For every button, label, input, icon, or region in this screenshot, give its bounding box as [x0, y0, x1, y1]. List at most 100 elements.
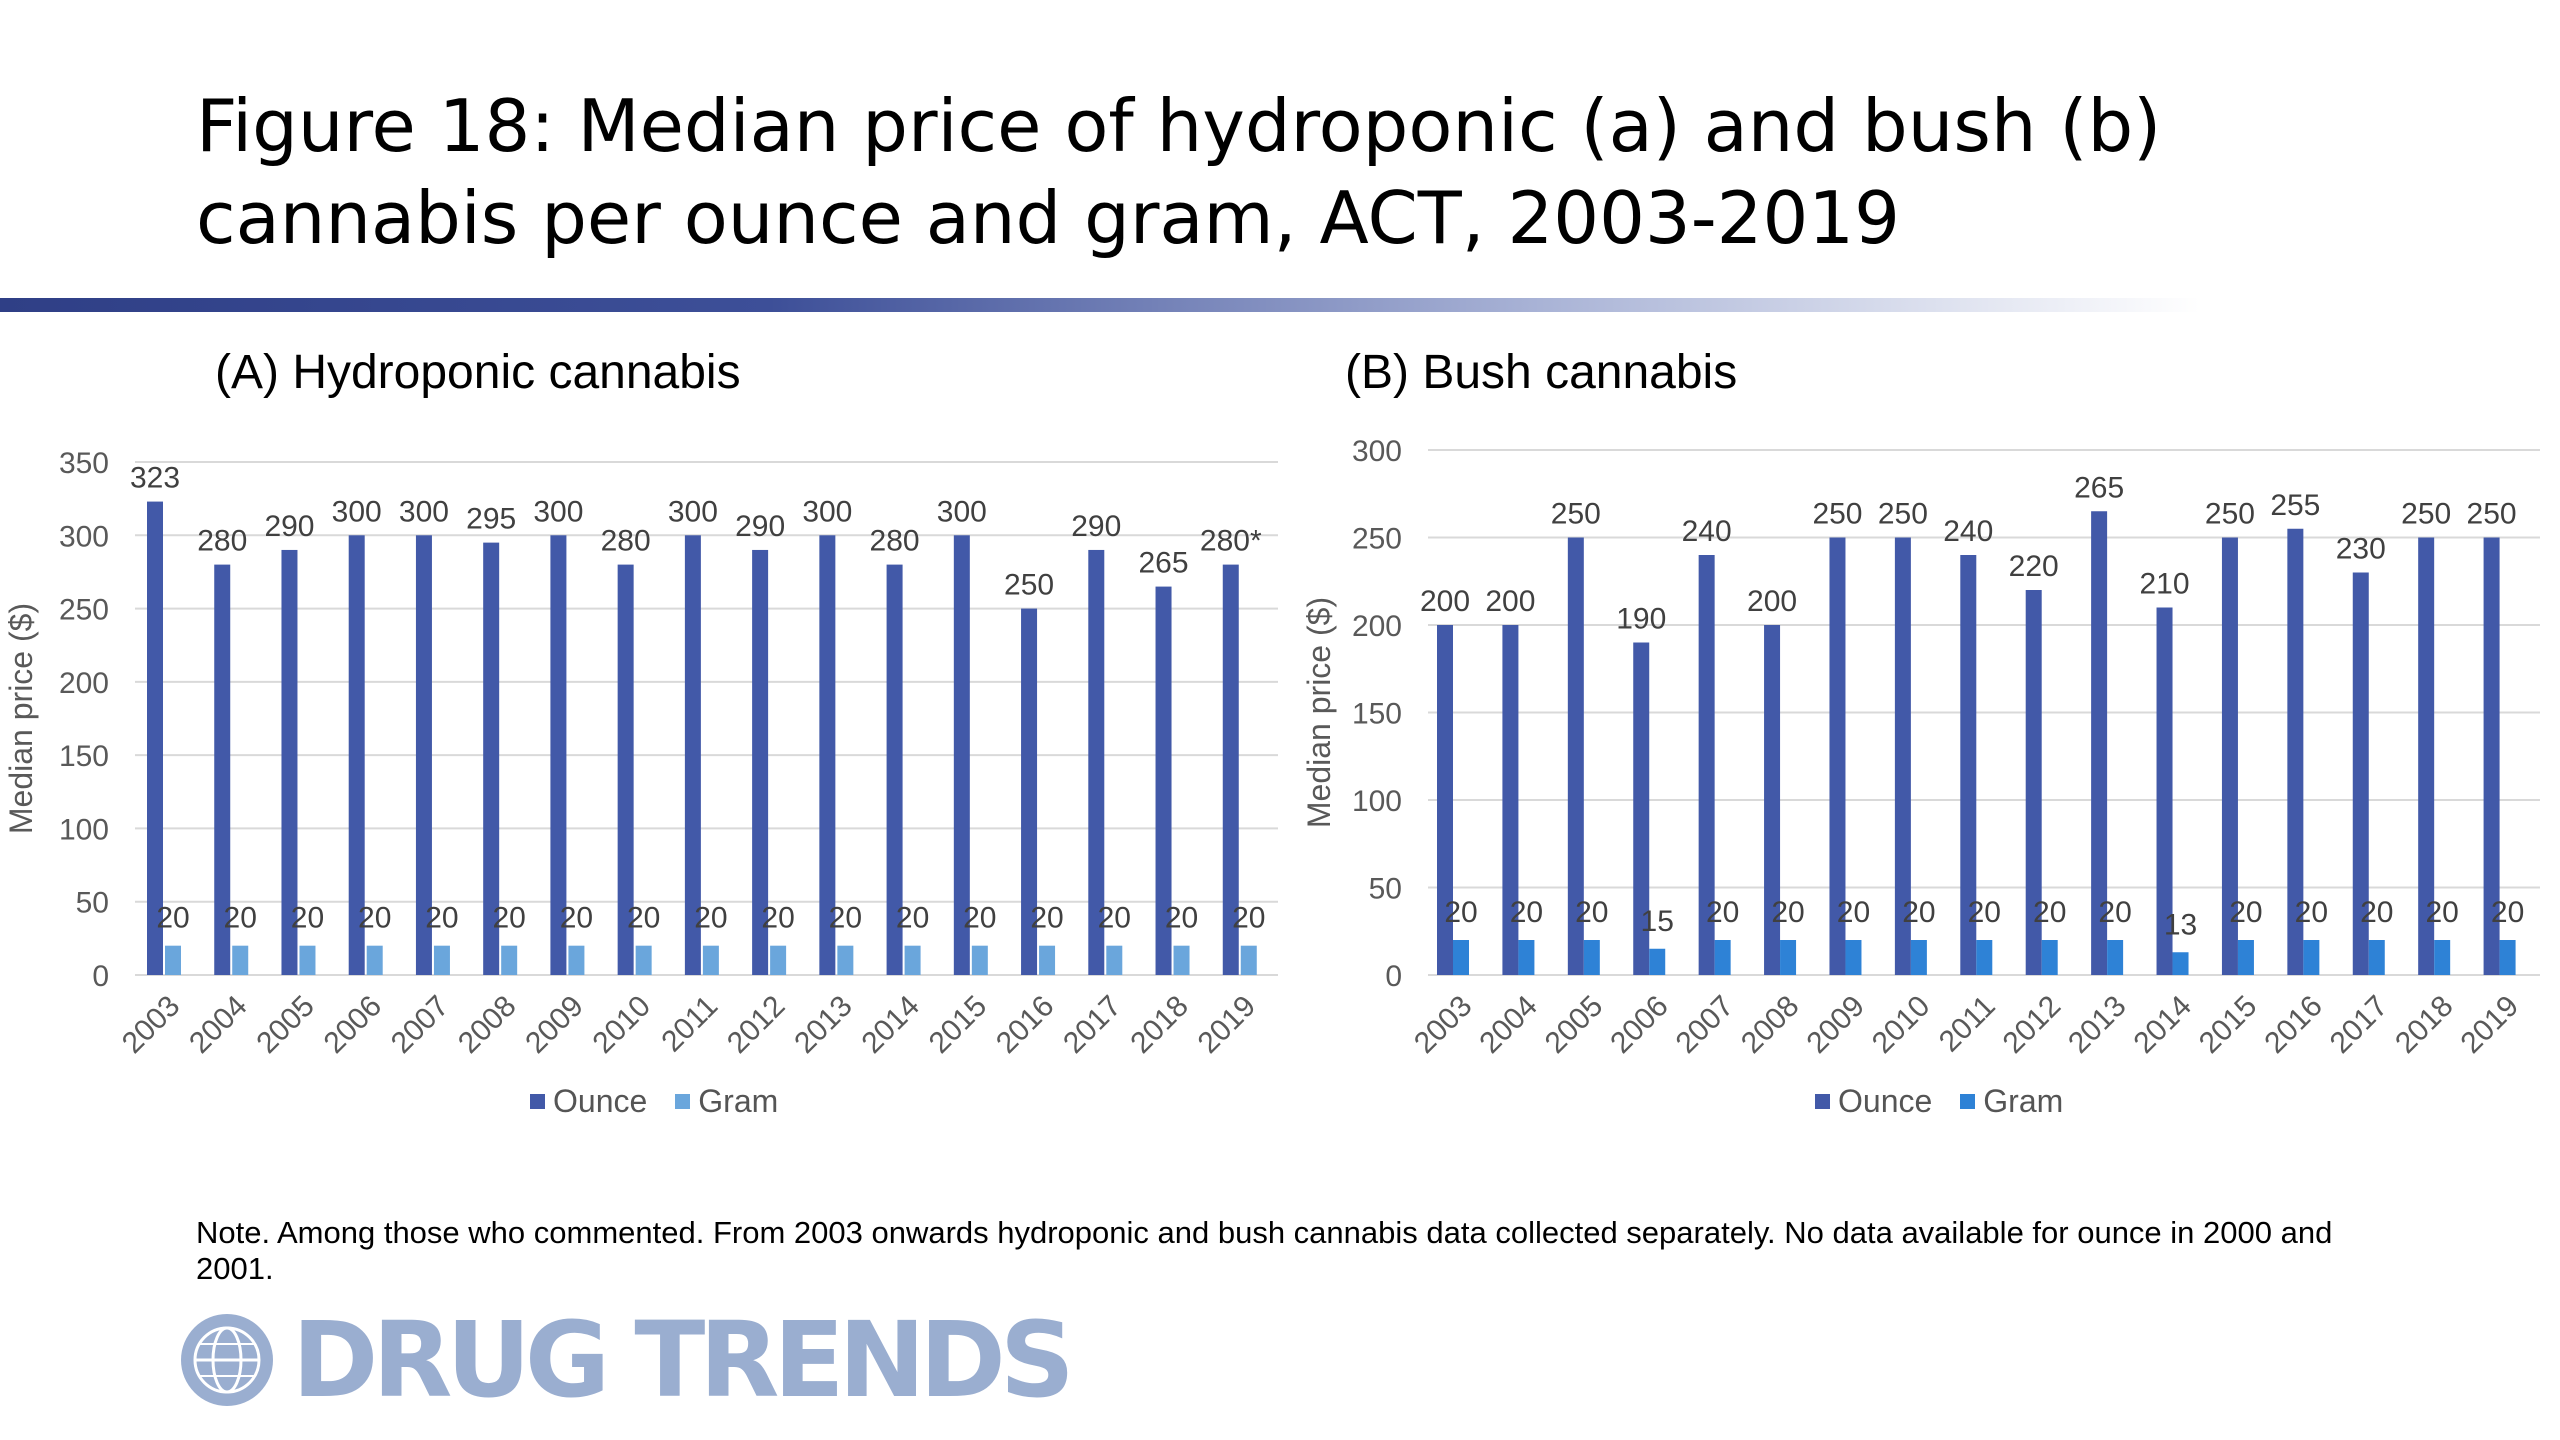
- bar-gram: [2434, 940, 2451, 975]
- legend-swatch-gram: [1960, 1094, 1976, 1109]
- bar-ounce: [2091, 511, 2108, 975]
- bar-ounce: [214, 564, 231, 975]
- data-label-gram: 20: [761, 902, 794, 935]
- bar-gram: [232, 945, 249, 975]
- chart-a-title: (A) Hydroponic cannabis: [215, 346, 741, 399]
- data-label-gram: 20: [560, 902, 593, 935]
- bar-ounce: [953, 535, 970, 975]
- data-label-ounce: 210: [2139, 568, 2189, 601]
- bar-ounce: [2352, 572, 2369, 975]
- data-label-ounce: 250: [1004, 569, 1054, 602]
- data-label-ounce: 255: [2270, 489, 2320, 522]
- data-label-gram: 20: [1902, 896, 1935, 929]
- x-tick-label: 2018: [1124, 989, 1195, 1060]
- y-tick-label: 350: [59, 447, 109, 480]
- bar-ounce: [1960, 555, 1977, 975]
- x-tick-label: 2008: [1735, 989, 1806, 1060]
- data-label-ounce: 280*: [1200, 525, 1262, 558]
- bar-ounce: [1633, 642, 1650, 975]
- bar-gram: [837, 945, 854, 975]
- bar-ounce: [684, 535, 701, 975]
- data-label-ounce: 250: [1812, 498, 1862, 531]
- data-label-gram: 20: [1165, 902, 1198, 935]
- x-tick-label: 2008: [452, 989, 523, 1060]
- bar-gram: [770, 945, 787, 975]
- bar-gram: [1039, 945, 1056, 975]
- data-label-ounce: 280: [601, 525, 651, 558]
- x-tick-label: 2011: [1933, 989, 2002, 1058]
- bar-gram: [1780, 940, 1797, 975]
- data-label-gram: 20: [2098, 896, 2131, 929]
- x-tick-label: 2012: [1997, 989, 2068, 1060]
- x-tick-label: 2012: [721, 989, 792, 1060]
- bar-ounce: [415, 535, 432, 975]
- bar-gram: [2107, 940, 2124, 975]
- y-tick-label: 0: [92, 960, 109, 993]
- x-tick-label: 2017: [2324, 989, 2395, 1060]
- bar-ounce: [1698, 555, 1715, 975]
- bar-gram: [433, 945, 450, 975]
- data-label-ounce: 300: [802, 495, 852, 528]
- data-label-gram: 20: [1444, 896, 1477, 929]
- bar-gram: [1240, 945, 1257, 975]
- data-label-ounce: 295: [466, 503, 516, 536]
- bar-ounce: [886, 564, 903, 975]
- data-label-ounce: 200: [1485, 585, 1535, 618]
- data-label-ounce: 190: [1616, 603, 1666, 636]
- chart-a: 0 50 100 150 200 250 300 350 Median price ($) 323…: [3, 447, 1278, 1060]
- y-tick-label: 300: [1352, 435, 1402, 468]
- data-label-gram: 20: [156, 902, 189, 935]
- bar-ounce: [1222, 564, 1239, 975]
- chart-b-title: (B) Bush cannabis: [1345, 346, 1738, 399]
- data-label-ounce: 240: [1943, 515, 1993, 548]
- y-tick-label: 150: [1352, 698, 1402, 731]
- x-tick-label: 2019: [2455, 989, 2526, 1060]
- y-tick-label: 150: [59, 740, 109, 773]
- x-tick-label: 2018: [2389, 989, 2460, 1060]
- data-label-ounce: 200: [1420, 585, 1470, 618]
- x-tick-label: 2004: [1473, 989, 1544, 1060]
- bar-gram: [1453, 940, 1469, 975]
- data-label-ounce: 300: [399, 495, 449, 528]
- bar-gram: [1106, 945, 1123, 975]
- x-tick-label: 2007: [1670, 989, 1741, 1060]
- x-tick-label: 2010: [587, 989, 658, 1060]
- data-label-gram: 20: [2229, 896, 2262, 929]
- bar-ounce: [1829, 537, 1846, 975]
- data-label-gram: 20: [627, 902, 660, 935]
- data-label-ounce: 300: [533, 495, 583, 528]
- x-tick-label: 2006: [1604, 989, 1675, 1060]
- bar-gram: [568, 945, 585, 975]
- bar-gram: [1518, 940, 1535, 975]
- x-tick-label: 2004: [183, 989, 254, 1060]
- x-tick-label: 2014: [855, 989, 926, 1060]
- y-tick-label: 100: [59, 813, 109, 846]
- legend-label-gram: Gram: [698, 1083, 779, 1119]
- bar-gram: [501, 945, 518, 975]
- data-label-gram: 20: [2295, 896, 2328, 929]
- bar-ounce: [550, 535, 567, 975]
- bar-gram: [2237, 940, 2254, 975]
- data-label-gram: 20: [1030, 902, 1063, 935]
- bar-gram: [1976, 940, 1993, 975]
- x-tick-label: 2016: [990, 989, 1061, 1060]
- bar-ounce: [1437, 625, 1453, 975]
- y-tick-label: 250: [1352, 523, 1402, 556]
- bar-ounce: [2483, 537, 2500, 975]
- data-label-ounce: 323: [130, 462, 180, 495]
- data-label-gram: 20: [2033, 896, 2066, 929]
- bar-gram: [2368, 940, 2385, 975]
- data-label-ounce: 250: [2467, 498, 2517, 531]
- bar-gram: [1583, 940, 1600, 975]
- legend-label-ounce: Ounce: [553, 1083, 648, 1119]
- bar-gram: [971, 945, 988, 975]
- x-tick-label: 2006: [318, 989, 389, 1060]
- bar-gram: [1173, 945, 1190, 975]
- bar-gram: [635, 945, 652, 975]
- data-label-gram: 20: [1510, 896, 1543, 929]
- y-axis-label: Median price ($): [3, 603, 39, 834]
- x-tick-label: 2003: [116, 989, 187, 1060]
- bar-ounce: [819, 535, 836, 975]
- data-label-ounce: 200: [1747, 585, 1797, 618]
- bar-gram: [366, 945, 383, 975]
